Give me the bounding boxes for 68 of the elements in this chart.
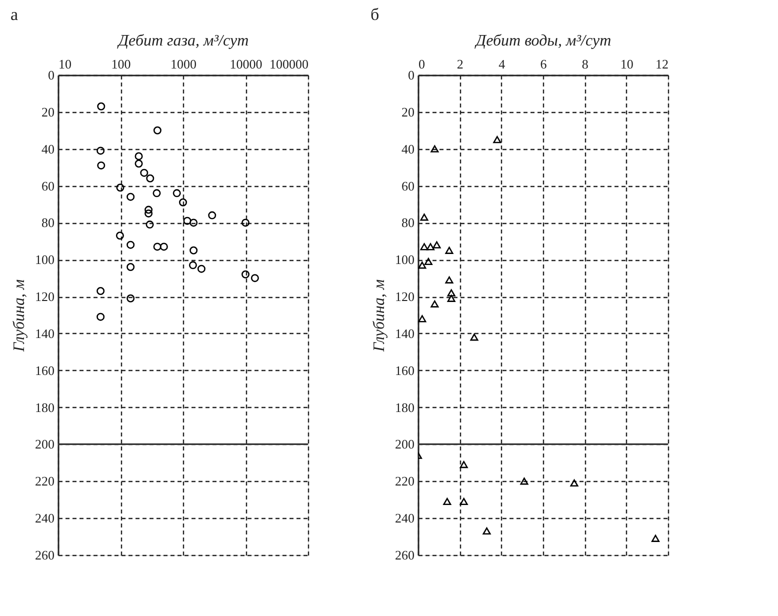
point [447,289,456,296]
x-axis-title: Дебит газа, м³/сут [116,32,249,50]
point [430,145,439,152]
x-tick-label: 4 [498,56,506,72]
y-tick-label: 200 [395,436,414,452]
y-tick-label: 220 [395,474,414,489]
x-tick-label: 1000 [170,56,196,72]
point [426,243,435,250]
point [424,258,432,266]
y-tick-label: 40 [42,141,54,156]
x-tick-label: 12 [656,56,668,72]
y-tick-label: 80 [402,215,414,230]
point [460,498,468,506]
y-tick-label: 140 [395,326,414,341]
x-tick-label: 2 [456,56,464,72]
point [493,136,502,144]
y-tick-label: 140 [35,326,54,341]
point [460,460,468,468]
point [470,334,478,341]
point [445,246,454,254]
point [570,479,578,487]
point [418,262,426,269]
y-tick-label: 240 [395,510,414,526]
point [420,214,428,221]
y-tick-label: 80 [42,215,54,230]
y-tick-label: 260 [35,548,54,562]
x-tick-label: 10 [620,56,634,72]
y-axis-title: Глубина, м [371,279,388,353]
point [430,300,439,308]
chart-title: а [10,5,18,24]
point [651,534,660,542]
y-tick-label: 220 [35,474,54,489]
y-tick-label: 60 [402,178,414,194]
y-tick-label: 160 [35,362,54,378]
y-tick-label: 0 [408,68,414,82]
y-tick-label: 40 [402,141,414,156]
chart-title: б [370,5,380,24]
y-tick-label: 120 [395,289,414,304]
x-tick-label: 10000 [230,56,262,72]
x-tick-label: 100000 [270,56,308,72]
y-tick-label: 0 [48,68,54,82]
x-tick-label: 6 [540,56,548,72]
y-tick-label: 160 [395,362,414,378]
y-tick-label: 180 [35,400,54,415]
y-tick-label: 260 [395,548,414,562]
y-tick-label: 180 [395,400,414,415]
point [443,498,452,506]
y-tick-label: 20 [402,104,414,120]
y-tick-label: 120 [35,289,54,304]
y-tick-label: 100 [35,252,54,268]
point [418,315,426,322]
x-tick-label: 0 [418,56,425,72]
point [420,243,428,250]
point [445,276,454,284]
point [432,241,441,248]
y-tick-label: 60 [42,178,54,194]
point [447,294,456,302]
x-tick-label: 8 [582,56,588,72]
y-tick-label: 240 [35,510,54,526]
y-tick-label: 20 [42,104,54,120]
y-tick-label: 100 [395,252,414,268]
x-axis-title: Дебит воды, м³/сут [474,32,612,50]
point [520,478,528,485]
point [482,527,491,535]
x-tick-label: 10 [58,56,72,72]
x-tick-label: 100 [111,56,131,72]
y-axis-title: Глубина, м [11,279,28,353]
y-tick-label: 200 [35,436,54,452]
